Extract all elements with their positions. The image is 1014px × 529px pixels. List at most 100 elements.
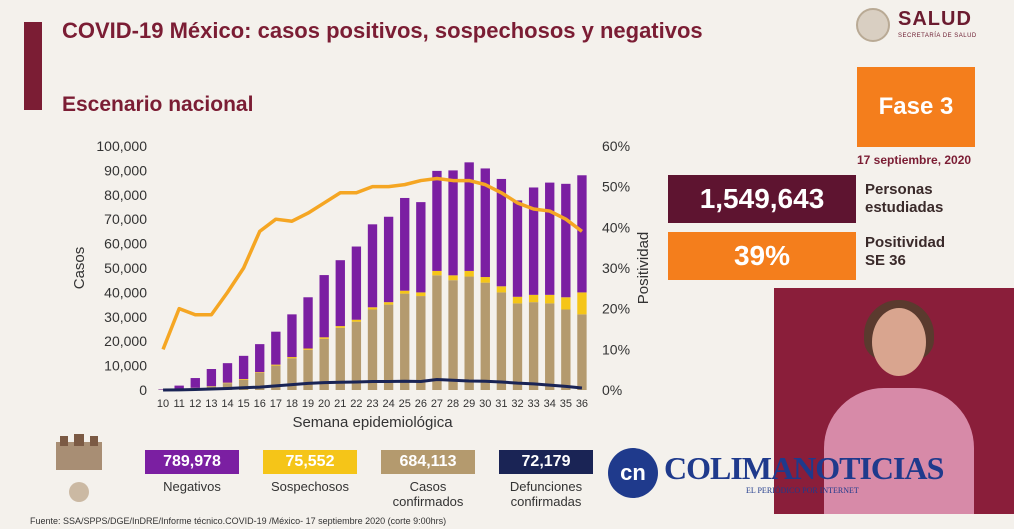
legend-defunciones-label: Defunciones confirmadas bbox=[491, 479, 601, 509]
stat-personas-label: Personas estudiadas bbox=[865, 181, 943, 217]
y2-tick-label: 10% bbox=[602, 341, 630, 357]
bar-segment bbox=[400, 197, 410, 291]
y2-tick-label: 30% bbox=[602, 260, 630, 276]
seal-icon bbox=[856, 8, 890, 42]
bar-segment bbox=[319, 275, 329, 338]
report-date: 17 septiembre, 2020 bbox=[857, 153, 972, 167]
stat-personas-value: 1,549,643 bbox=[668, 175, 856, 223]
bar-segment bbox=[303, 349, 313, 390]
bar-segment bbox=[512, 200, 523, 297]
legend-sospechosos-value: 75,552 bbox=[263, 450, 357, 474]
bar-segment bbox=[383, 216, 394, 303]
y-tick-label: 40,000 bbox=[104, 284, 147, 300]
x-tick-label: 21 bbox=[334, 398, 346, 410]
legend-negativos-value: 789,978 bbox=[145, 450, 239, 474]
y2-tick-label: 60% bbox=[602, 138, 630, 154]
x-tick-label: 19 bbox=[302, 398, 314, 410]
series-line bbox=[163, 378, 583, 392]
bar-segment bbox=[400, 290, 410, 294]
bar-segment bbox=[222, 363, 233, 383]
bar-segment bbox=[335, 327, 345, 390]
x-tick-label: 26 bbox=[415, 398, 427, 410]
bar-segment bbox=[561, 183, 571, 298]
page-subtitle: Escenario nacional bbox=[62, 93, 254, 116]
bar-segment bbox=[287, 314, 297, 358]
x-tick-label: 22 bbox=[350, 398, 362, 410]
x-tick-label: 27 bbox=[431, 398, 443, 410]
bar-segment bbox=[448, 275, 458, 281]
bar-segment bbox=[335, 260, 345, 327]
bar-segment bbox=[528, 187, 539, 295]
x-tick-label: 15 bbox=[237, 398, 249, 410]
bar-segment bbox=[464, 276, 474, 390]
page-title: COVID-19 México: casos positivos, sospec… bbox=[62, 18, 703, 43]
bar-segment bbox=[271, 364, 281, 366]
bar-segment bbox=[577, 175, 587, 293]
bar-segment bbox=[383, 302, 394, 305]
bar-segment bbox=[255, 372, 265, 390]
bar-segment bbox=[432, 170, 442, 271]
bar-segment bbox=[303, 297, 313, 349]
bar-segment bbox=[174, 385, 184, 390]
y2-tick-label: 0% bbox=[602, 382, 622, 398]
legend-defunciones-label-1: Defunciones bbox=[509, 479, 583, 494]
y-tick-label: 10,000 bbox=[104, 358, 147, 374]
bar-segment bbox=[480, 168, 490, 278]
colimanoticias-name: COLIMANOTICIAS bbox=[664, 450, 944, 486]
colimanoticias-watermark: cn COLIMANOTICIAS EL PERIÓDICO POR INTER… bbox=[606, 448, 968, 506]
fase-badge: Fase 3 bbox=[857, 67, 975, 147]
bar-segment bbox=[496, 292, 507, 390]
stat-personas-label-1: Personas bbox=[865, 181, 933, 198]
y2-axis-label: Positividad bbox=[635, 232, 650, 305]
bar-segment bbox=[561, 297, 571, 310]
emblem-icon bbox=[56, 434, 102, 502]
bar-segment bbox=[367, 224, 378, 308]
y2-tick-label: 40% bbox=[602, 219, 630, 235]
bar-segment bbox=[351, 319, 362, 322]
bar-segment bbox=[238, 379, 249, 390]
bar-segment bbox=[480, 277, 490, 283]
x-tick-label: 35 bbox=[560, 398, 572, 410]
bar-segment bbox=[367, 309, 378, 390]
bar-segment bbox=[512, 303, 523, 390]
series-line bbox=[161, 176, 584, 350]
bar-segment bbox=[512, 296, 523, 304]
bar-segment bbox=[287, 358, 297, 390]
bar-segment bbox=[496, 178, 507, 287]
sign-language-interpreter-video bbox=[774, 288, 1014, 514]
x-tick-label: 31 bbox=[495, 398, 507, 410]
legend-confirmados-label-1: Casos bbox=[409, 479, 447, 494]
x-tick-label: 10 bbox=[157, 398, 169, 410]
bar-segment bbox=[561, 309, 571, 390]
stat-positividad-label: Positividad SE 36 bbox=[865, 234, 945, 270]
bar-segment bbox=[206, 369, 217, 387]
cases-chart: 0 10,000 20,000 30,000 40,000 50,000 60,000 70,… bbox=[71, 138, 650, 431]
bar-segment bbox=[545, 182, 555, 295]
logo-text: SALUD bbox=[898, 8, 972, 30]
legend-defunciones-value: 72,179 bbox=[499, 450, 593, 474]
legend-negativos-label-1: Negativos bbox=[163, 479, 221, 494]
bar-segment bbox=[577, 314, 587, 390]
y-tick-label: 20,000 bbox=[104, 333, 147, 349]
x-tick-label: 13 bbox=[205, 398, 217, 410]
x-tick-label: 28 bbox=[447, 398, 459, 410]
y-tick-label: 0 bbox=[139, 382, 147, 398]
bar-segment bbox=[577, 292, 587, 315]
stat-positividad-label-1: Positividad bbox=[865, 234, 946, 251]
legend-confirmados-value: 684,113 bbox=[381, 450, 475, 474]
bar-segment bbox=[271, 331, 281, 365]
bar-segment bbox=[255, 372, 265, 373]
bar-segment bbox=[496, 286, 507, 293]
legend-confirmados-label: Casos confirmados bbox=[373, 479, 483, 509]
x-tick-label: 25 bbox=[399, 398, 411, 410]
x-tick-label: 24 bbox=[382, 398, 394, 410]
bar-segment bbox=[464, 162, 474, 271]
y-tick-label: 30,000 bbox=[104, 309, 147, 325]
bar-segment bbox=[416, 292, 426, 297]
bar-segment bbox=[222, 383, 233, 390]
bar-segment bbox=[319, 337, 329, 339]
legend-confirmados-label-2: confirmados bbox=[392, 494, 464, 509]
bar-segment bbox=[528, 302, 539, 390]
x-tick-label: 17 bbox=[270, 398, 282, 410]
y-tick-label: 50,000 bbox=[104, 260, 147, 276]
